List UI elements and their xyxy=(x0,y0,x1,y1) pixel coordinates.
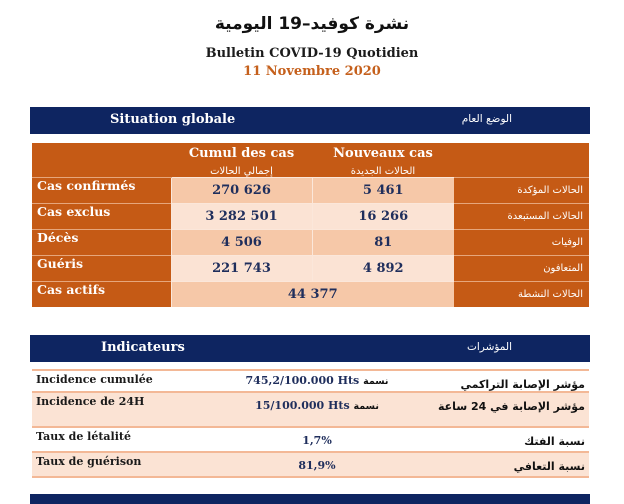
title-arabic: نشرة كوفيد–19 اليومية xyxy=(214,14,410,34)
indicator-value: 81,9% xyxy=(202,451,432,478)
column-header-nouveaux: Nouveaux cas الحالات الجديدة xyxy=(312,143,454,178)
row-label-ar: الحالات المؤكدة xyxy=(454,177,589,204)
bulletin-date: 11 Novembre 2020 xyxy=(243,64,381,79)
cumul-value: 221 743 xyxy=(170,255,312,282)
situation-table: Cumul des cas إجمالي الحالات Nouveaux ca… xyxy=(32,143,589,307)
row-label-fr: Décès xyxy=(32,229,171,256)
situation-title-fr: Situation globale xyxy=(110,112,236,127)
situation-title-ar: الوضع العام xyxy=(461,113,512,125)
next-section-bar xyxy=(30,494,590,504)
indicator-label-fr: Incidence cumulée xyxy=(32,369,202,392)
situation-globale-bar: Situation globale الوضع العام xyxy=(30,107,590,134)
column-header-cumul: Cumul des cas إجمالي الحالات xyxy=(171,143,312,178)
row-label-ar: المتعافون xyxy=(454,255,589,282)
row-label-fr: Cas actifs xyxy=(32,281,171,307)
title-french: Bulletin COVID-19 Quotidien xyxy=(205,46,419,61)
indicateurs-bar: Indicateurs المؤشرات xyxy=(30,335,590,362)
indicator-label-fr: Taux de létalité xyxy=(32,426,202,452)
header-empty-right xyxy=(454,143,589,178)
nouveaux-value: 5 461 xyxy=(311,177,454,204)
indicators-title-fr: Indicateurs xyxy=(101,340,185,355)
nouveaux-value: 16 266 xyxy=(311,203,454,230)
table-row: Taux de guérison 81,9% نسبة التعافي xyxy=(32,451,589,478)
row-label-fr: Cas exclus xyxy=(32,203,171,230)
table-row: Incidence cumulée 745,2/100.000 Hts نسمة… xyxy=(32,369,589,392)
table-row: Cas confirmés 270 626 5 461 الحالات المؤ… xyxy=(32,177,589,204)
cumul-value: 4 506 xyxy=(170,229,312,256)
cumul-value: 3 282 501 xyxy=(170,203,312,230)
row-label-fr: Guéris xyxy=(32,255,171,282)
indicator-label-ar: مؤشر الإصابة في 24 ساعة xyxy=(432,391,589,427)
nouveaux-value: 4 892 xyxy=(311,255,454,282)
indicator-value: 1,7% xyxy=(202,426,432,452)
nouveaux-value: 81 xyxy=(311,229,454,256)
indicator-label-fr: Incidence de 24H xyxy=(32,391,202,427)
indicator-value: 15/100.000 Hts نسمة xyxy=(202,391,432,427)
cumul-value: 270 626 xyxy=(170,177,312,204)
table-row: Décès 4 506 81 الوفيات xyxy=(32,229,589,256)
indicator-value: 745,2/100.000 Hts نسمة xyxy=(202,369,432,392)
active-cases-value: 44 377 xyxy=(170,281,454,307)
header-empty-left xyxy=(32,143,171,178)
row-label-ar: الوفيات xyxy=(454,229,589,256)
indicator-label-ar: نسبة الفتك xyxy=(432,426,589,452)
indicator-label-ar: مؤشر الإصابة التراكمي xyxy=(432,369,589,392)
indicators-title-ar: المؤشرات xyxy=(466,341,512,353)
indicator-label-fr: Taux de guérison xyxy=(32,451,202,478)
table-row: Cas exclus 3 282 501 16 266 الحالات المس… xyxy=(32,203,589,230)
indicator-label-ar: نسبة التعافي xyxy=(432,451,589,478)
table-row: Cas actifs 44 377 الحالات النشطة xyxy=(32,281,589,307)
row-label-fr: Cas confirmés xyxy=(32,177,171,204)
row-label-ar: الحالات النشطة xyxy=(454,281,589,307)
table-row: Taux de létalité 1,7% نسبة الفتك xyxy=(32,426,589,452)
table-row: Guéris 221 743 4 892 المتعافون xyxy=(32,255,589,282)
indicators-table: Incidence cumulée 745,2/100.000 Hts نسمة… xyxy=(32,369,589,478)
row-label-ar: الحالات المستبعدة xyxy=(454,203,589,230)
table-row: Incidence de 24H 15/100.000 Hts نسمة مؤش… xyxy=(32,391,589,427)
